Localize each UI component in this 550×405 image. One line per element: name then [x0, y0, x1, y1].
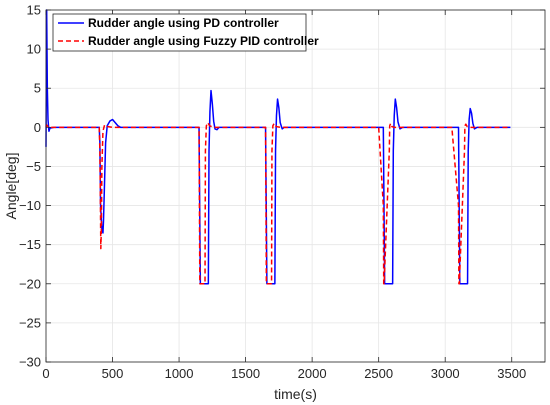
plot-area-background	[46, 10, 545, 362]
y-tick-label: −25	[19, 315, 41, 330]
x-tick-label: 500	[102, 366, 124, 381]
y-tick-label: 10	[27, 42, 41, 57]
legend: Rudder angle using PD controller Rudder …	[52, 13, 319, 52]
y-tick-label: 15	[27, 3, 41, 18]
y-tick-label: 0	[34, 120, 41, 135]
series-line-fuzzy-pid	[45, 121, 511, 285]
y-tick-label: −15	[19, 237, 41, 252]
y-tick-label: −10	[19, 198, 41, 213]
legend-box	[52, 13, 307, 52]
y-axis-label: Angle[deg]	[3, 153, 19, 220]
x-tick-label: 0	[42, 366, 49, 381]
x-tick-label: 3500	[497, 366, 526, 381]
y-tick-label: −20	[19, 276, 41, 291]
y-tick-label: 5	[34, 81, 41, 96]
x-tick-label: 2000	[298, 366, 327, 381]
axis-ticks: 0 500 1000 1500 2000 2500 3000 3500 −30 −25 −20 −15…	[19, 3, 545, 381]
x-tick-label: 1500	[231, 366, 260, 381]
legend-label-pd: Rudder angle using PD controller	[88, 16, 279, 30]
x-tick-label: 1000	[165, 366, 194, 381]
x-tick-label: 3000	[431, 366, 460, 381]
y-tick-label: −5	[26, 159, 41, 174]
plot-area-border	[45, 9, 546, 363]
x-axis-label: time(s)	[274, 386, 317, 402]
legend-label-fuzzy-pid: Rudder angle using Fuzzy PID controller	[88, 34, 319, 48]
y-tick-label: −30	[19, 355, 41, 370]
x-tick-label: 2500	[364, 366, 393, 381]
plot-lines	[45, 9, 511, 285]
